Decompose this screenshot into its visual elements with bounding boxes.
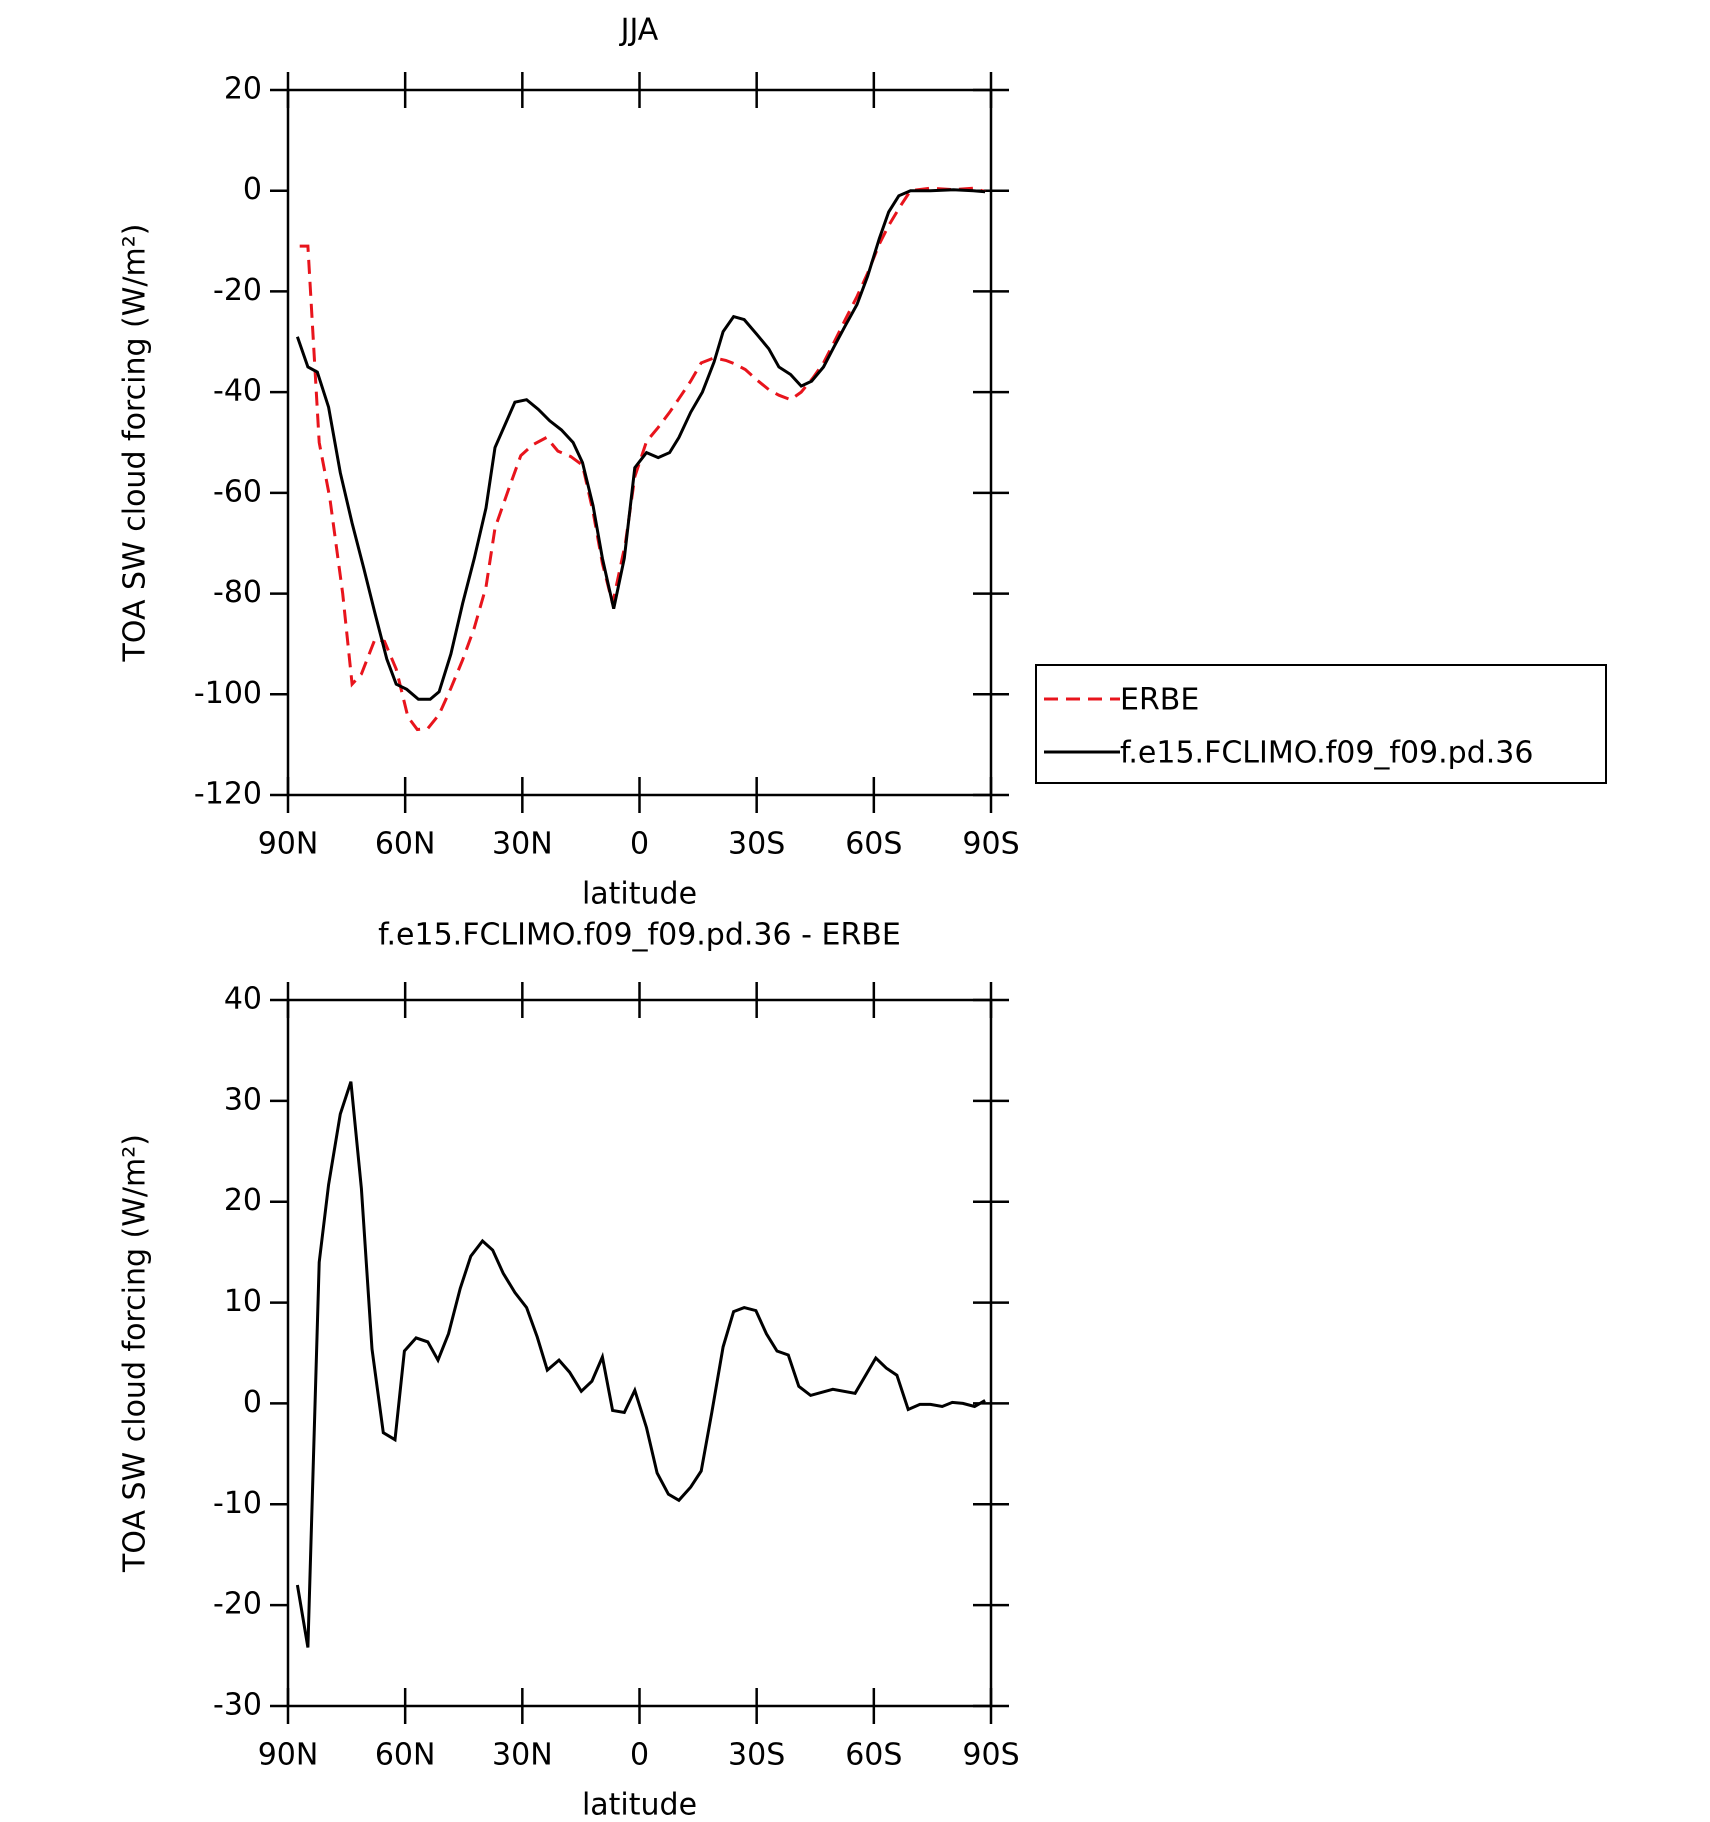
x-tick-label: 0 [630, 827, 649, 862]
x-tick-label: 30N [492, 827, 553, 862]
y-tick-label: 0 [243, 172, 262, 207]
legend-label: f.e15.FCLIMO.f09_f09.pd.36 [1120, 736, 1533, 771]
y-tick-label: 0 [243, 1385, 262, 1420]
y-tick-label: 30 [224, 1082, 262, 1117]
x-tick-label: 0 [630, 1738, 649, 1773]
x-tick-label: 30S [728, 1738, 785, 1773]
x-tick-label: 60N [375, 827, 436, 862]
x-tick-label: 90S [962, 827, 1019, 862]
legend-box [1035, 664, 1607, 784]
chart-title: f.e15.FCLIMO.f09_f09.pd.36 - ERBE [378, 918, 901, 953]
y-tick-label: 10 [224, 1284, 262, 1319]
y-tick-label: 20 [224, 1183, 262, 1218]
plot-frame [286, 998, 993, 1708]
legend-label: ERBE [1120, 683, 1199, 718]
y-tick-label: 20 [224, 72, 262, 107]
y-tick-label: 40 [224, 982, 262, 1017]
series-line [295, 188, 986, 701]
series-line [295, 1081, 986, 1648]
x-axis-label: latitude [582, 877, 697, 912]
x-tick-label: 60S [845, 1738, 902, 1773]
y-tick-label: -120 [194, 777, 262, 812]
plot-frame [286, 88, 993, 797]
x-tick-label: 60N [375, 1738, 436, 1773]
y-tick-label: -30 [213, 1688, 262, 1723]
x-tick-label: 90S [962, 1738, 1019, 1773]
y-tick-label: -60 [213, 474, 262, 509]
x-axis-label: latitude [582, 1788, 697, 1822]
x-tick-label: 30N [492, 1738, 553, 1773]
x-tick-label: 60S [845, 827, 902, 862]
x-tick-label: 90N [258, 827, 319, 862]
y-tick-label: -20 [213, 1587, 262, 1622]
y-tick-label: -100 [194, 676, 262, 711]
y-tick-label: -80 [213, 575, 262, 610]
chart-title: JJA [619, 13, 659, 48]
y-axis-label: TOA SW cloud forcing (W/m²) [118, 224, 153, 663]
x-tick-label: 90N [258, 1738, 319, 1773]
y-tick-label: -10 [213, 1486, 262, 1521]
x-tick-label: 30S [728, 827, 785, 862]
y-tick-label: -40 [213, 374, 262, 409]
y-tick-label: -20 [213, 273, 262, 308]
y-axis-label: TOA SW cloud forcing (W/m²) [118, 1134, 153, 1573]
